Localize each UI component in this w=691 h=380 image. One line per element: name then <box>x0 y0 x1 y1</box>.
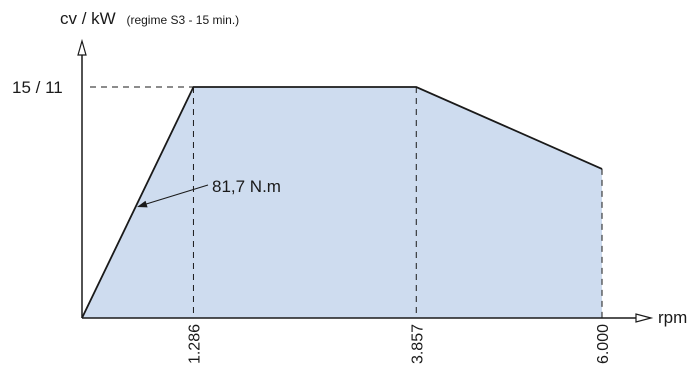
y-axis-arrow-icon <box>77 38 87 56</box>
power-area <box>82 87 602 318</box>
annotation-leader-line <box>142 184 209 206</box>
reference-dashes <box>90 86 603 318</box>
y-axis-label: cv / kW (regime S3 - 15 min.) <box>60 9 239 28</box>
x-axis-arrow-icon <box>635 313 654 323</box>
y-tick-label: 15 / 11 <box>12 78 63 97</box>
x-tick-labels: 1.286 3.857 6.000 <box>186 324 612 364</box>
power-curve-line <box>81 86 603 319</box>
annotation-arrow-icon <box>137 200 148 208</box>
x-tick-label: 1.286 <box>186 324 203 364</box>
x-axis-label: rpm <box>658 308 687 327</box>
x-tick-label: 3.857 <box>409 324 426 364</box>
torque-annotation: 81,7 N.m <box>212 177 281 196</box>
y-axis-note: (regime S3 - 15 min.) <box>126 13 239 27</box>
y-axis-title: cv / kW <box>60 9 116 28</box>
x-tick-label: 6.000 <box>595 324 612 364</box>
